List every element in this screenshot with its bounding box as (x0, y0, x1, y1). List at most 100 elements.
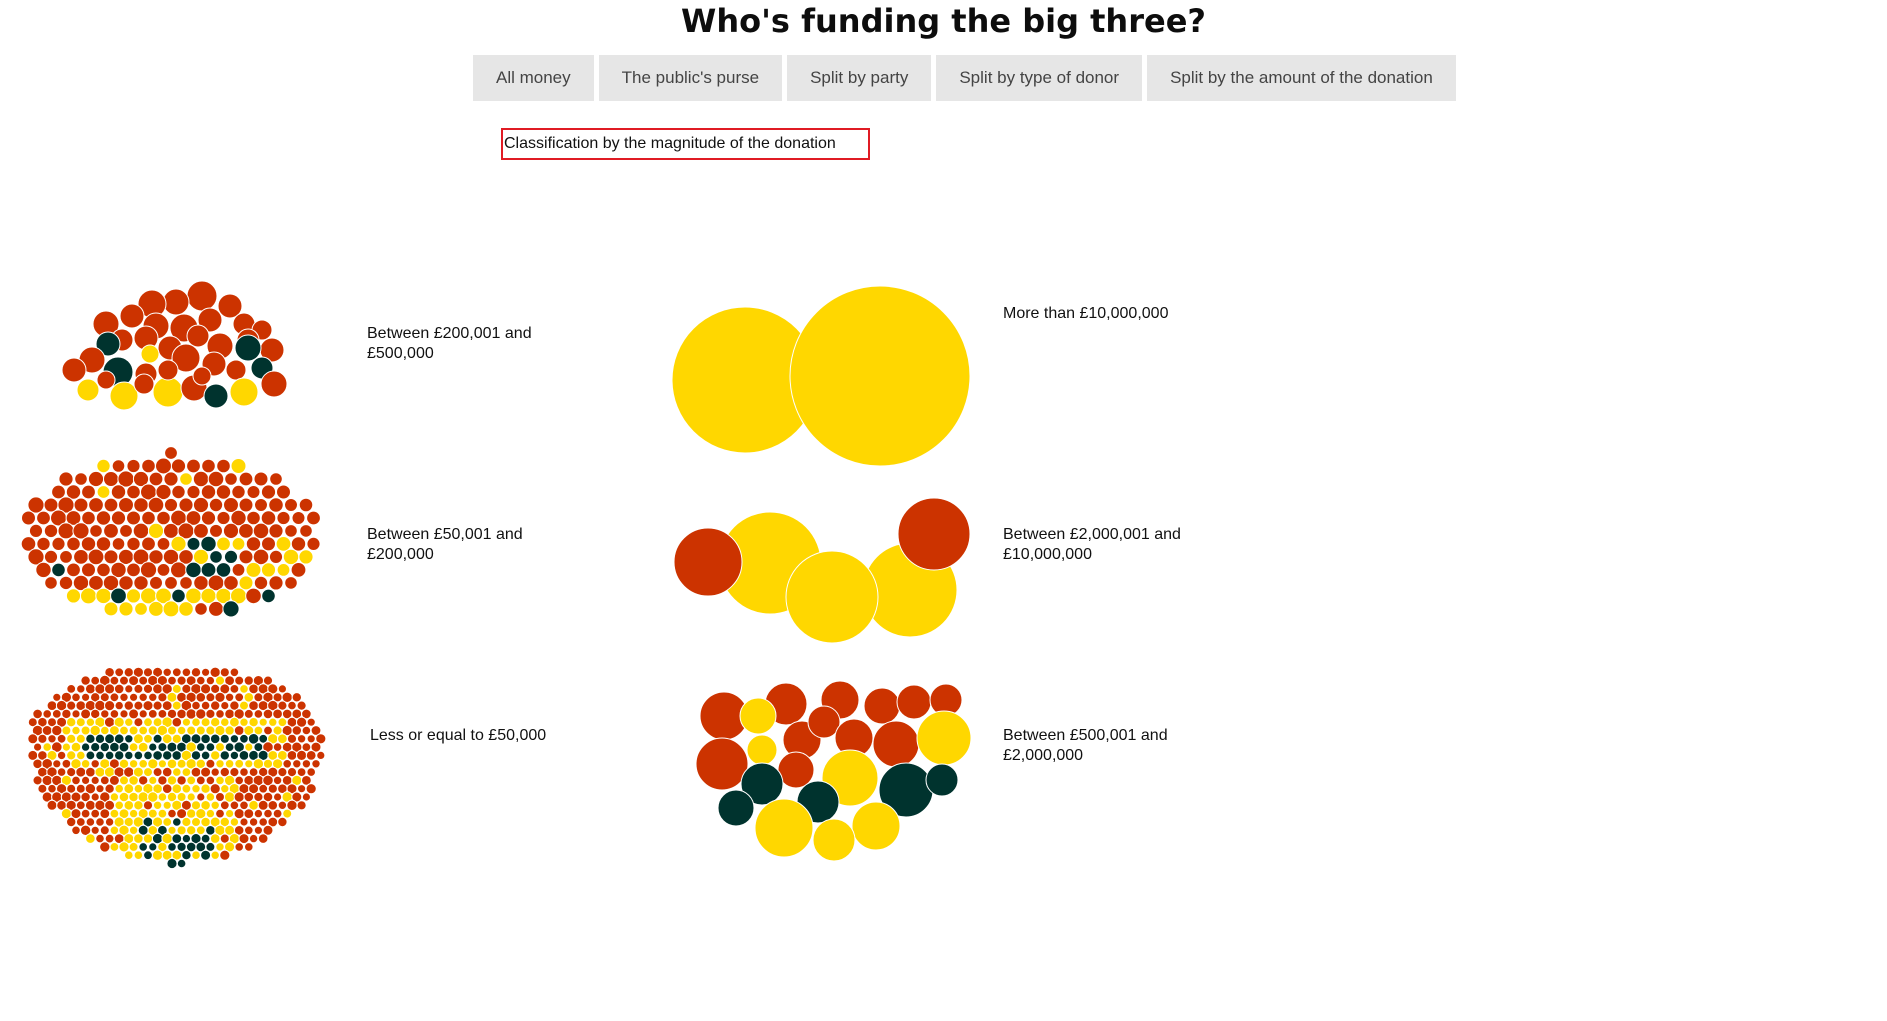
donation-bubble (110, 510, 127, 526)
donation-bubble (58, 575, 74, 591)
donation-bubble (142, 833, 154, 844)
donation-bubble (109, 842, 120, 852)
donation-bubble (812, 818, 856, 862)
donation-bubble (119, 524, 133, 538)
donation-bubble (76, 750, 86, 761)
donation-bubble (94, 733, 106, 744)
donation-bubble (272, 742, 283, 752)
donation-bubble (42, 742, 53, 752)
donation-bubble (142, 700, 154, 712)
donation-bubble (90, 825, 100, 835)
group-label-line: £200,000 (367, 546, 434, 563)
donation-bubble (205, 775, 216, 786)
donation-bubble (244, 825, 254, 836)
donation-bubble (298, 549, 314, 565)
donation-bubble (225, 359, 247, 381)
donation-bubble (95, 817, 105, 827)
donation-bubble (58, 471, 74, 487)
donation-bubble (245, 587, 262, 605)
bubble-group-le-50k (27, 666, 327, 870)
group-label-line: £10,000,000 (1003, 546, 1092, 563)
donation-bubble (95, 784, 105, 794)
donation-bubble (103, 523, 119, 539)
donation-bubble (746, 734, 778, 766)
donation-bubble (297, 784, 307, 794)
donation-bubble (739, 697, 777, 735)
donation-bubble (75, 733, 86, 744)
donation-bubble (126, 536, 141, 552)
donation-bubble (124, 750, 134, 761)
donation-bubble (46, 799, 58, 811)
donation-bubble (215, 792, 225, 802)
donation-bubble (263, 808, 273, 819)
donation-bubble (90, 708, 101, 720)
donation-bubble (215, 709, 225, 719)
donation-bubble (277, 684, 287, 694)
donation-bubble (219, 816, 231, 828)
donation-bubble (200, 849, 212, 861)
donation-bubble (200, 766, 212, 778)
donation-bubble (46, 700, 58, 711)
donation-bubble (99, 825, 110, 836)
donation-bubble (71, 709, 81, 719)
donation-bubble (192, 366, 212, 386)
donation-bubble (286, 733, 298, 744)
donation-bubble (258, 783, 269, 794)
donation-bubble (75, 766, 87, 778)
donation-bubble (51, 536, 66, 552)
donation-bubble (306, 767, 317, 777)
donation-bubble (99, 775, 110, 786)
donation-bubble (162, 600, 180, 618)
donation-bubble (186, 536, 201, 551)
donation-bubble (157, 808, 168, 819)
donation-bubble (110, 484, 127, 500)
donation-bubble (111, 537, 126, 551)
donation-bubble (872, 720, 920, 768)
donation-bubble (124, 850, 134, 861)
donation-bubble (37, 733, 48, 744)
donation-bubble (179, 472, 193, 486)
donation-bubble (96, 562, 111, 578)
tab-split-by-donor-type[interactable]: Split by type of donor (936, 55, 1143, 101)
donation-bubble (311, 759, 321, 769)
donation-bubble (262, 824, 274, 836)
donation-bubble (268, 575, 284, 591)
donation-bubble (52, 692, 62, 702)
donation-bubble (103, 471, 119, 487)
donation-bubble (229, 800, 240, 811)
donation-bubble (229, 377, 259, 407)
donation-bubble (245, 536, 262, 552)
donation-bubble (192, 470, 210, 488)
donation-bubble (80, 536, 97, 552)
donation-bubble (176, 725, 187, 736)
donation-bubble (193, 523, 209, 539)
donation-bubble (208, 600, 224, 617)
donation-bubble (186, 458, 201, 474)
donation-bubble (231, 484, 246, 500)
donation-bubble (59, 550, 73, 564)
donation-bubble (210, 717, 221, 728)
donation-bubble (253, 709, 264, 719)
donation-bubble (215, 742, 225, 753)
donation-bubble (43, 549, 59, 565)
donation-bubble (51, 484, 66, 500)
donation-bubble (244, 759, 254, 769)
donation-bubble (925, 763, 959, 797)
tab-split-by-party[interactable]: Split by party (787, 55, 932, 101)
tab-public-purse[interactable]: The public's purse (598, 55, 783, 101)
bubble-group-500k-2m (695, 680, 972, 862)
tab-split-by-donation-amount[interactable]: Split by the amount of the donation (1147, 55, 1456, 101)
donation-bubble (277, 700, 288, 711)
donation-bubble (210, 800, 220, 810)
donation-bubble (51, 709, 62, 719)
donation-bubble (89, 524, 103, 538)
donation-bubble (282, 759, 293, 769)
donation-bubble (76, 684, 86, 694)
donation-bubble (254, 498, 268, 512)
tab-all-money[interactable]: All money (473, 55, 594, 101)
donation-bubble (66, 816, 77, 828)
donation-bubble (191, 717, 201, 728)
donation-bubble (100, 709, 110, 719)
donation-bubble (695, 737, 749, 791)
donation-bubble (282, 808, 293, 819)
